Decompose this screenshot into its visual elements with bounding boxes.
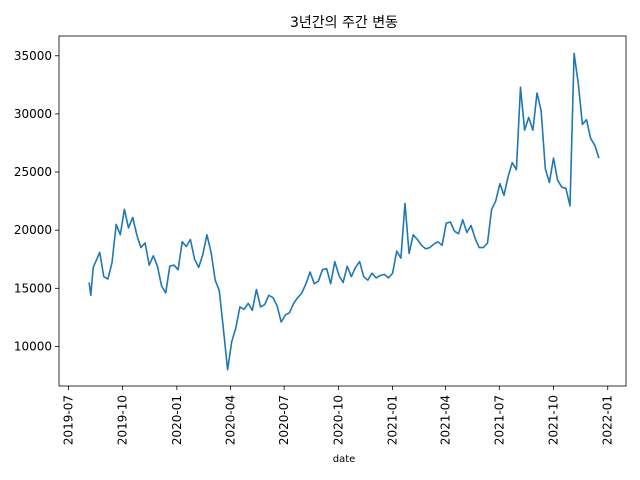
- x-tick-label: 2020-04: [224, 395, 238, 445]
- x-tick-label: 2020-01: [170, 395, 184, 445]
- x-tick-label: 2021-04: [439, 395, 453, 445]
- x-tick-label: 2021-01: [386, 395, 400, 445]
- chart-title: 3년간의 주간 변동: [290, 15, 398, 31]
- y-tick-label: 15000: [14, 281, 52, 295]
- y-tick-label: 25000: [14, 165, 52, 179]
- series-line-0: [88, 52, 600, 371]
- x-axis: 2019-07 2019-10 2020-01 2020-04 2020-07 2020-…: [61, 386, 615, 445]
- y-tick-label: 20000: [14, 223, 52, 237]
- x-tick-label: 2019-07: [61, 395, 75, 445]
- y-tick-label: 30000: [14, 107, 52, 121]
- y-tick-label: 35000: [14, 49, 52, 63]
- x-tick-label: 2022-01: [601, 395, 615, 445]
- y-axis: 10000 15000 20000 25000 30000 35000: [14, 49, 59, 353]
- x-tick-label: 2020-07: [277, 395, 291, 445]
- x-tick-label: 2021-07: [492, 395, 506, 445]
- plot-frame: [58, 35, 627, 387]
- x-tick-label: 2021-10: [547, 395, 561, 445]
- x-tick-label: 2020-10: [331, 395, 345, 445]
- x-axis-label: date: [333, 454, 356, 465]
- plot-area: [88, 52, 600, 371]
- x-tick-label: 2019-10: [116, 395, 130, 445]
- y-tick-label: 10000: [14, 339, 52, 353]
